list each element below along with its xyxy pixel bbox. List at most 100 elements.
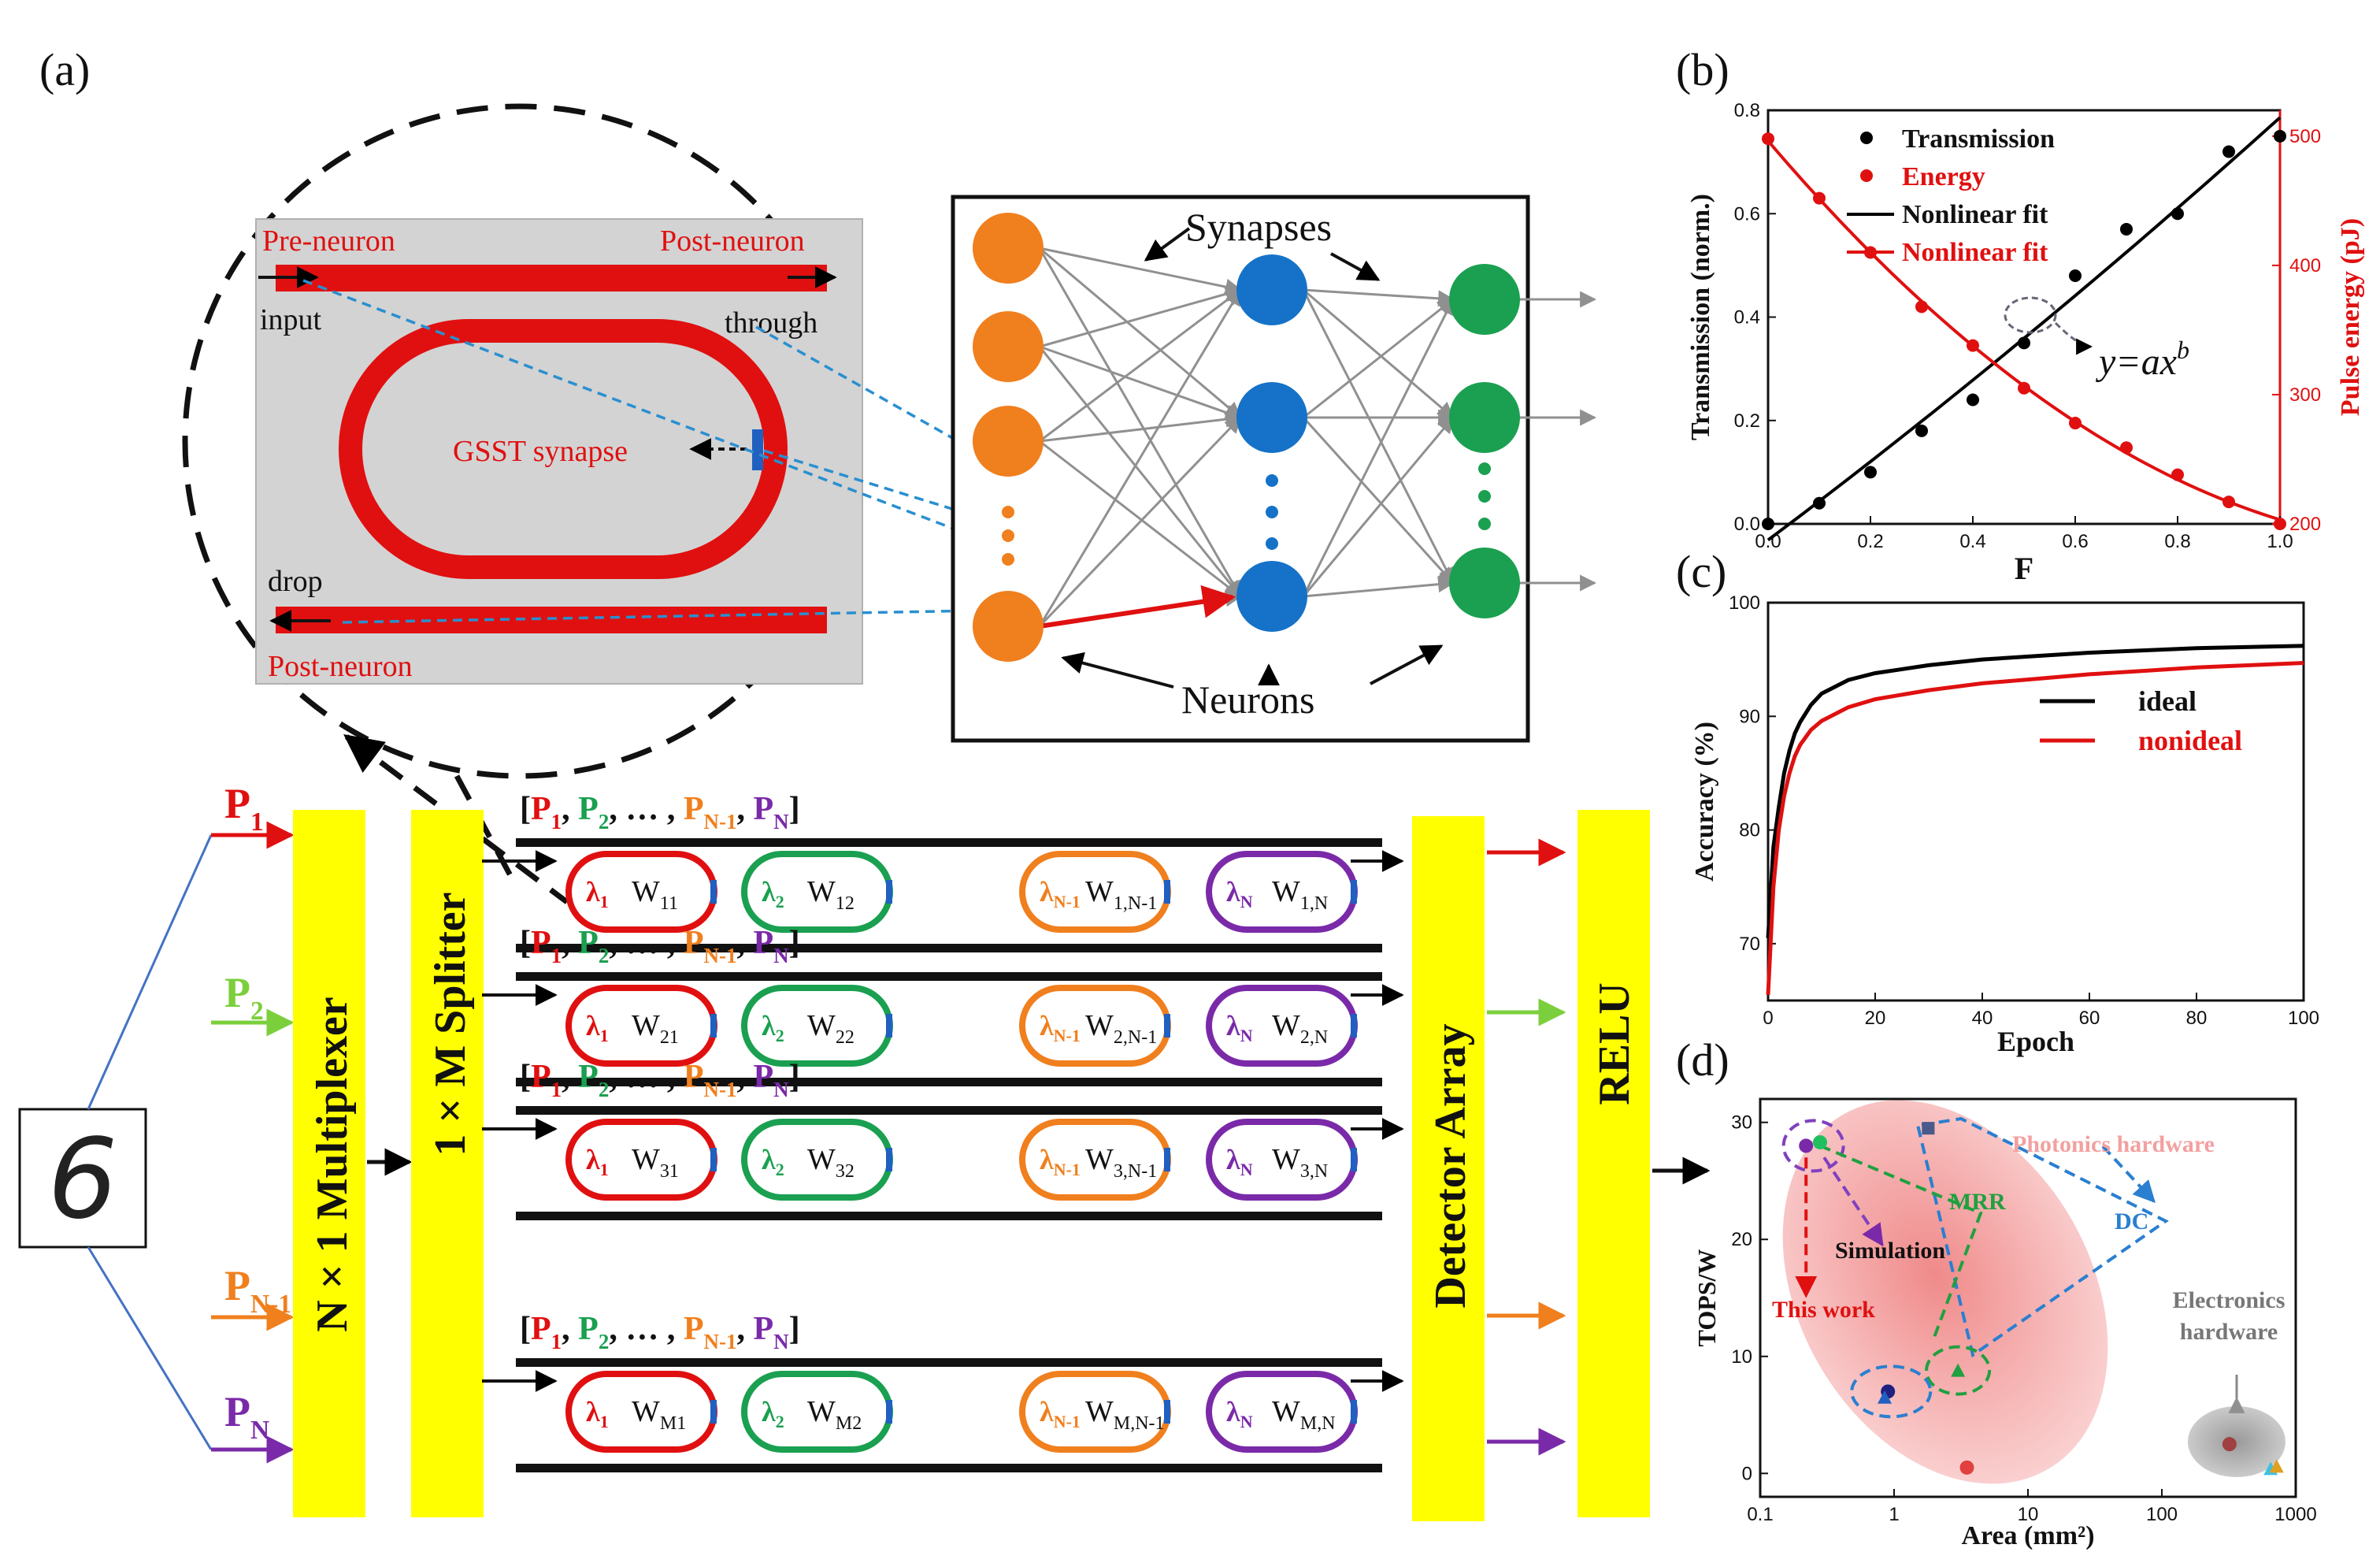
input-neuron — [973, 591, 1044, 662]
panel-label-a: (a) — [39, 44, 90, 95]
gsst-patch — [1351, 1014, 1357, 1038]
input-label-p2: P2 — [224, 969, 264, 1026]
panel-label-d: (d) — [1676, 1034, 1729, 1086]
multiplexer-block — [293, 810, 365, 1517]
data-point-energy — [2018, 381, 2030, 395]
detector-array-label: Detector Array — [1426, 1023, 1475, 1308]
chart-b: 0.0 0.2 0.4 0.6 0.8 1.00.00.20.40.60.82003004… — [1686, 100, 2365, 586]
x-tick-label: 60 — [2079, 1008, 2100, 1029]
input-neuron — [973, 406, 1044, 477]
gsst-patch — [752, 429, 763, 470]
ellipsis-dot — [1002, 553, 1014, 566]
synapse-edge — [1302, 298, 1455, 597]
weight-label: W11 — [632, 875, 678, 914]
data-point-energy — [2222, 496, 2235, 509]
synapse-edge — [1038, 346, 1242, 598]
data-point-transmission — [1915, 424, 1928, 437]
gsst-patch — [1164, 1014, 1170, 1038]
data-point — [1799, 1138, 1814, 1153]
panel-label-b: (b) — [1676, 44, 1729, 95]
output-neuron — [1449, 264, 1520, 335]
synapse-edge — [1302, 416, 1455, 585]
hidden-neuron — [1236, 561, 1307, 632]
bus-waveguide-top — [276, 265, 827, 291]
y-tick-label: 0.8 — [1734, 100, 1760, 121]
bus-waveguide-bottom — [276, 607, 827, 633]
synapse-edge — [1302, 416, 1455, 597]
data-point-transmission — [1864, 466, 1877, 479]
data-point-transmission — [1762, 518, 1774, 530]
y-right-tick-label: 400 — [2289, 255, 2321, 277]
input-label: input — [260, 303, 322, 336]
y-tick-label: 70 — [1739, 934, 1760, 955]
data-point-energy — [2274, 518, 2286, 530]
gsst-patch — [710, 1148, 717, 1171]
mrr-ring — [1925, 1345, 1992, 1396]
annotation-ellipse — [2004, 296, 2057, 334]
vector-label: [P1, P2, … , PN-1, PN] — [520, 1311, 800, 1353]
data-point-energy — [1813, 191, 1826, 205]
weight-label: WM2 — [807, 1395, 862, 1434]
synapse-edge — [1303, 288, 1455, 419]
y-right-tick-label: 200 — [2289, 514, 2321, 535]
y-tick-label: 90 — [1739, 706, 1760, 727]
legend-marker — [1860, 169, 1873, 182]
simulation-arrow — [1822, 1156, 1884, 1247]
weight-bank-row-2: [P1, P2, … , PN-1, PN]λ1 W21 λ2 W22 λN-1 W2,N… — [482, 925, 1404, 1086]
bus-waveguide — [516, 1212, 1382, 1220]
weight-label: W3,N — [1272, 1143, 1328, 1182]
synapse-edge — [1039, 345, 1242, 421]
wavelength-label: λN — [1226, 1396, 1253, 1431]
wavelength-label: λ1 — [586, 876, 609, 911]
ellipsis-dot — [1478, 518, 1491, 530]
mrr-label: MRR — [1949, 1189, 2006, 1215]
output-neuron — [1449, 548, 1520, 618]
this-work-label: This work — [1772, 1297, 1875, 1323]
weight-label: W31 — [632, 1143, 679, 1182]
synapse-edge — [1303, 288, 1455, 307]
y-right-axis-label: Pulse energy (pJ) — [2336, 218, 2365, 416]
bus-waveguide — [516, 1464, 1382, 1472]
panel-label-c: (c) — [1676, 546, 1726, 597]
data-point-transmission — [1967, 393, 1979, 407]
ellipsis-dot — [1266, 537, 1278, 550]
x-tick-label: 80 — [2186, 1008, 2208, 1029]
chart-c: 0 20 40 60 80 100 70 80 90 100 Epoch Accuracy (%) id… — [1690, 592, 2319, 1057]
x-tick-label: 40 — [1972, 1008, 1993, 1029]
digit-label: 6 — [47, 1116, 117, 1244]
data-point-transmission — [2018, 336, 2030, 350]
ring-resonator-inset: Pre-neuron Post-neuron input through GSS… — [255, 218, 863, 685]
x-tick-label: 0.2 — [1857, 531, 1883, 552]
gsst-patch — [710, 880, 717, 904]
post-neuron-bottom-label: Post-neuron — [268, 650, 413, 683]
neural-network-diagram: Synapses Neurons — [951, 195, 1597, 743]
y-tick-label: 0 — [1742, 1463, 1752, 1484]
bus-waveguide — [516, 972, 1382, 981]
data-point — [2222, 1437, 2237, 1452]
data-point-transmission — [2222, 145, 2235, 158]
x-tick-label: 0.1 — [1747, 1504, 1773, 1525]
x-tick-label: 1000 — [2274, 1504, 2316, 1525]
weight-label: WM,N — [1272, 1395, 1336, 1434]
wavelength-label: λ2 — [762, 1144, 784, 1179]
weight-label: W32 — [807, 1143, 855, 1182]
legend-item: nonideal — [2138, 725, 2242, 756]
bus-waveguide — [516, 944, 1382, 952]
x-tick-label: 100 — [2146, 1504, 2178, 1525]
series-line-ideal — [1766, 644, 2304, 938]
electronics-region — [2188, 1406, 2285, 1477]
synapse-label: GSST synapse — [453, 435, 628, 468]
fit-equation: y=axb — [2095, 336, 2189, 383]
legend-item: ideal — [2138, 685, 2196, 717]
y-tick-label: 10 — [1731, 1346, 1752, 1368]
wavelength-label: λ2 — [762, 1010, 784, 1045]
chart-d: 0.1 1 10 100 1000 0 10 20 30 Area (mm²) TOPS/W Phot… — [1692, 1097, 2317, 1550]
mrr-path — [1819, 1144, 1983, 1340]
data-point-energy — [1915, 300, 1928, 314]
legend-item: Energy — [1902, 162, 1985, 191]
x-tick-label: 10 — [2018, 1504, 2039, 1525]
fit-line-transmission — [1766, 116, 2282, 542]
weight-label: W2,N-1 — [1085, 1009, 1157, 1048]
wavelength-label: λN-1 — [1040, 876, 1081, 911]
data-point — [1878, 1390, 1893, 1404]
